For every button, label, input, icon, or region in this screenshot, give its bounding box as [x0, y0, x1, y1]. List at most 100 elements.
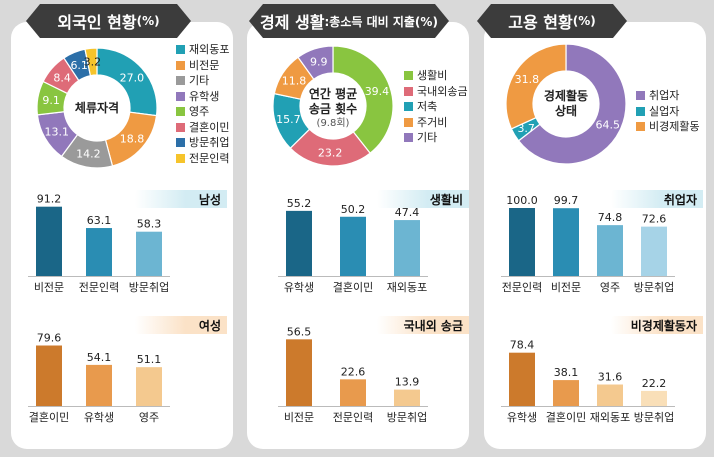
donut-center-label-0: 경제활동 [544, 88, 588, 103]
bar-1 [340, 379, 366, 406]
bar-value-2: 47.4 [395, 206, 420, 219]
legend-label: 주거비 [417, 115, 448, 129]
bar-value-0: 55.2 [287, 197, 312, 210]
bar-3 [641, 226, 667, 276]
legend-label: 비전문 [189, 58, 220, 72]
legend-swatch [636, 106, 645, 116]
panel-1-title: 외국인 현황 (%) [26, 4, 191, 38]
panel-3-bars-inactive: 78.4 유학생 38.1 결혼이민 31.6 재외동포 22.2 방문취업 [501, 339, 675, 424]
donut-center-label-1: 송금 횟수 [309, 101, 357, 116]
panel-3-title-unit: (%) [572, 14, 596, 28]
bar-value-0: 91.2 [37, 193, 62, 206]
donut-slice-label-1: 3.7 [517, 122, 535, 135]
legend-label: 비경제활동 [649, 120, 700, 133]
donut-slice-label-3: 11.8 [282, 75, 307, 88]
legend-item: 취업자 [636, 88, 700, 104]
donut-slice-label-6: 6.1 [70, 59, 88, 72]
bar-0 [286, 339, 312, 406]
bar-value-0: 100.0 [506, 194, 538, 207]
bar-2 [136, 367, 162, 406]
bar-category-2: 방문취업 [129, 281, 169, 294]
bar-value-0: 56.5 [287, 325, 312, 338]
legend-item: 비전문 [176, 58, 229, 74]
legend-swatch [176, 138, 185, 148]
panel-1-bars-female: 79.6 결혼이민 54.1 유학생 51.1 영주 [28, 332, 170, 424]
bar-value-2: 58.3 [137, 218, 162, 231]
donut-slice-label-2: 14.2 [76, 148, 101, 161]
donut-center-label-0: 연간 평균 [309, 86, 357, 101]
bar-value-0: 79.6 [37, 332, 62, 345]
legend-item: 생활비 [404, 68, 468, 84]
bar-category-0: 결혼이민 [29, 411, 69, 424]
panel-1-title-unit: (%) [136, 14, 160, 28]
bar-1 [553, 208, 579, 276]
legend-label: 저축 [417, 100, 438, 113]
bar-value-0: 78.4 [510, 339, 535, 352]
legend-item: 결혼이민 [176, 120, 229, 136]
legend-item: 저축 [404, 99, 468, 115]
donut-slice-label-0: 64.5 [596, 118, 621, 131]
legend-swatch [404, 102, 413, 112]
bar-value-3: 22.2 [642, 377, 667, 390]
donut-slice-label-1: 18.8 [120, 133, 145, 146]
donut-center-label-1: 상태 [555, 103, 577, 118]
bar-value-2: 74.8 [598, 211, 623, 224]
bar-value-2: 31.6 [598, 371, 623, 384]
bar-1 [86, 228, 112, 276]
bar-category-2: 영주 [600, 281, 620, 294]
legend-swatch [176, 122, 185, 132]
legend-swatch [404, 117, 413, 127]
legend-item: 영주 [176, 104, 229, 120]
donut-slice-label-0: 39.4 [365, 85, 390, 98]
bar-value-2: 13.9 [395, 376, 420, 389]
panel-2-title-text: 경제 생활 [260, 13, 325, 32]
donut-slice-0 [332, 45, 394, 155]
bar-1 [340, 216, 366, 276]
bar-2 [136, 231, 162, 276]
legend-swatch [404, 71, 413, 81]
donut-slice-label-5: 8.4 [53, 71, 70, 84]
bar-category-2: 영주 [139, 411, 159, 424]
bar-1 [86, 364, 112, 406]
legend-swatch [176, 76, 185, 86]
legend-item: 전문인력 [176, 151, 229, 167]
panel-2-legend: 생활비 국내외송금 저축 주거비 기타 [404, 68, 468, 146]
legend-swatch [404, 133, 413, 143]
legend-swatch [404, 86, 413, 96]
bar-category-3: 방문취업 [634, 281, 674, 294]
panel-3-title-text: 고용 현황 [508, 13, 573, 32]
panel-2-title-sub: :총소득 대비 지출(%) [324, 14, 438, 29]
donut-slice-4 [297, 45, 334, 81]
panel-3-tag-inactive: 비경제활동자 [611, 316, 703, 334]
donut-slice-7 [84, 47, 98, 77]
legend-item: 국내외송금 [404, 84, 468, 100]
donut-slice-label-2: 31.8 [515, 73, 540, 86]
donut-slice-0 [517, 43, 627, 165]
legend-label: 기타 [189, 74, 210, 87]
bar-category-0: 비전문 [284, 411, 314, 424]
panel-3-tag-employed: 취업자 [611, 190, 703, 208]
bar-2 [597, 384, 623, 406]
panel-2-title: 경제 생활:총소득 대비 지출(%) [249, 4, 449, 38]
donut-slice-label-3: 13.1 [45, 125, 70, 138]
panel-1-tag-male: 남성 [135, 190, 227, 208]
panel-1-donut: 27.0 18.8 14.2 13.1 9.1 8.46.13.2 체류자격 [36, 47, 158, 169]
bar-category-0: 전문인력 [502, 281, 542, 294]
legend-label: 방문취업 [189, 136, 230, 149]
donut-slice-label-4: 9.9 [310, 56, 328, 69]
bar-category-2: 재외동포 [387, 281, 427, 294]
bar-value-1: 22.6 [341, 365, 366, 378]
legend-swatch [176, 91, 185, 101]
panel-2-tag-living: 생활비 [377, 190, 469, 208]
donut-slice-label-4: 9.1 [42, 94, 60, 107]
legend-swatch [176, 153, 185, 163]
legend-swatch [636, 122, 645, 132]
bar-value-1: 50.2 [341, 203, 366, 216]
legend-label: 실업자 [649, 104, 680, 118]
donut-center-label-0: 체류자격 [75, 100, 119, 115]
legend-swatch [636, 91, 645, 101]
legend-label: 국내외송금 [417, 84, 468, 98]
legend-swatch [176, 107, 185, 117]
